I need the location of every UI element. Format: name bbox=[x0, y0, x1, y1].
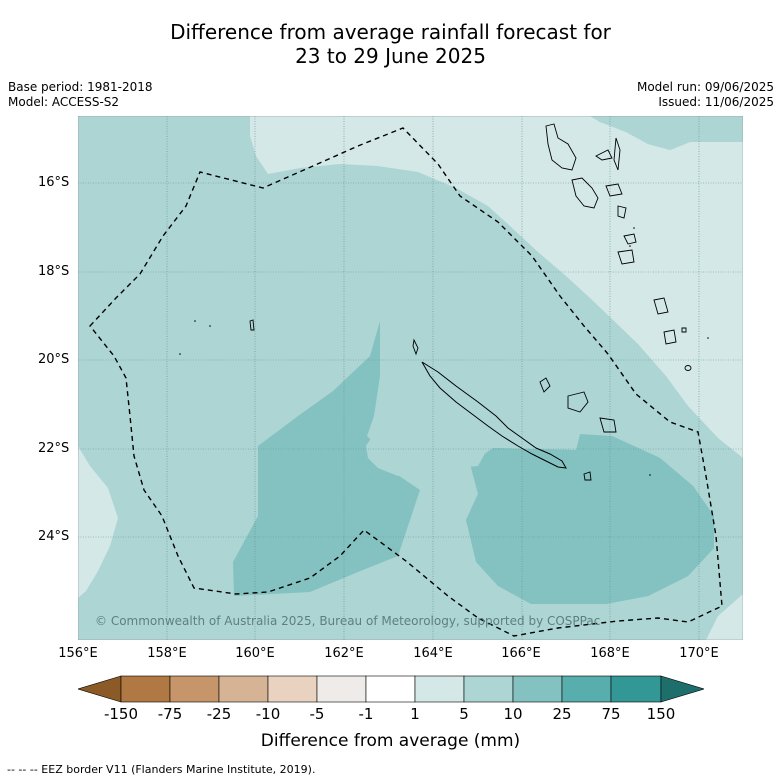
malekula-island bbox=[571, 177, 599, 209]
small-islet-2 bbox=[629, 245, 631, 247]
rainfall-map bbox=[78, 116, 743, 640]
colorbar-bin-10 bbox=[561, 675, 612, 703]
pentecost-island bbox=[613, 137, 621, 171]
title-line-2: 23 to 29 June 2025 bbox=[295, 44, 486, 68]
colorbar-label-4: -5 bbox=[309, 705, 325, 723]
efate-island bbox=[623, 233, 637, 245]
eez-legend-footer: -- -- -- EEZ border V11 (Flanders Marine… bbox=[7, 763, 316, 776]
colorbar-label-0: -150 bbox=[103, 705, 139, 723]
chesterfield-islet-4 bbox=[179, 353, 181, 355]
lon-label-162e: 162°E bbox=[324, 646, 364, 661]
colorbar-label-10: 75 bbox=[601, 705, 621, 723]
chesterfield-islet-3 bbox=[209, 325, 211, 327]
colorbar-label-6: 1 bbox=[410, 705, 420, 723]
colorbar-label-5: -1 bbox=[358, 705, 374, 723]
colorbar-label-9: 25 bbox=[552, 705, 572, 723]
colorbar-bin-7 bbox=[414, 675, 465, 703]
lon-label-164e: 164°E bbox=[413, 646, 453, 661]
band-10-25-east bbox=[466, 436, 714, 604]
colorbar-label-3: -10 bbox=[255, 705, 281, 723]
issued-date: Issued: 11/06/2025 bbox=[658, 95, 774, 109]
ambae-island bbox=[595, 149, 613, 161]
lat-label-20s: 20°S bbox=[38, 352, 70, 367]
band-1-5-se bbox=[706, 594, 743, 640]
colorbar bbox=[78, 675, 704, 703]
chesterfield-islet bbox=[249, 319, 255, 331]
erromango-island bbox=[617, 249, 635, 265]
lon-label-170e: 170°E bbox=[679, 646, 719, 661]
colorbar-bin-2 bbox=[169, 675, 220, 703]
lat-label-18s: 18°S bbox=[38, 264, 70, 279]
colorbar-title: Difference from average (mm) bbox=[260, 731, 521, 751]
aneityum-island bbox=[663, 329, 677, 345]
isle-of-pines bbox=[583, 471, 592, 481]
walpole-islet bbox=[649, 474, 651, 476]
colorbar-bin-1 bbox=[120, 675, 171, 703]
lon-label-156e: 156°E bbox=[58, 646, 98, 661]
band-5-10-pocket bbox=[366, 420, 488, 476]
colorbar-label-8: 10 bbox=[503, 705, 523, 723]
lon-label-168e: 168°E bbox=[590, 646, 630, 661]
graticule bbox=[78, 116, 743, 640]
eez-border bbox=[89, 127, 723, 637]
base-period: Base period: 1981-2018 bbox=[8, 80, 153, 94]
small-islet-1 bbox=[633, 227, 635, 229]
band-1-5-north bbox=[250, 116, 743, 458]
model-run: Model run: 09/06/2025 bbox=[636, 80, 774, 94]
title-line-1: Difference from average rainfall forecas… bbox=[170, 20, 611, 44]
lat-label-24s: 24°S bbox=[38, 529, 70, 544]
colorbar-bin-8 bbox=[463, 675, 514, 703]
lat-label-22s: 22°S bbox=[38, 441, 70, 456]
colorbar-low-arrow bbox=[78, 675, 122, 703]
belep-islet bbox=[412, 338, 419, 356]
mare-island bbox=[599, 417, 617, 433]
colorbar-label-2: -25 bbox=[206, 705, 232, 723]
lon-label-160e: 160°E bbox=[235, 646, 275, 661]
band-5-10-ne bbox=[590, 116, 743, 150]
model-name: Model: ACCESS-S2 bbox=[8, 95, 120, 109]
meta-left: Base period: 1981-2018 Model: ACCESS-S2 bbox=[8, 80, 153, 110]
band-1-5-west bbox=[78, 446, 118, 598]
new-caledonia-island bbox=[421, 361, 567, 469]
epi-island bbox=[617, 205, 627, 219]
lon-label-166e: 166°E bbox=[501, 646, 541, 661]
copyright-notice: © Commonwealth of Australia 2025, Bureau… bbox=[95, 614, 601, 628]
colorbar-bin-9 bbox=[512, 675, 563, 703]
espiritu-santo-island bbox=[545, 123, 577, 171]
meta-right: Model run: 09/06/2025 Issued: 11/06/2025 bbox=[637, 80, 774, 110]
tanna-island bbox=[653, 297, 669, 315]
ouvea-island bbox=[539, 377, 551, 393]
lat-label-16s: 16°S bbox=[38, 175, 70, 190]
colorbar-bin-11 bbox=[610, 675, 662, 703]
futuna-islet bbox=[681, 327, 687, 333]
small-islet-3 bbox=[707, 337, 709, 339]
lifou-island bbox=[567, 391, 589, 413]
colorbar-label-1: -75 bbox=[157, 705, 183, 723]
colorbar-bin-4 bbox=[267, 675, 318, 703]
lon-label-158e: 158°E bbox=[147, 646, 187, 661]
hunter-islet bbox=[684, 365, 692, 371]
colorbar-label-7: 5 bbox=[459, 705, 469, 723]
ambrym-island bbox=[605, 183, 623, 197]
chesterfield-islet-2 bbox=[194, 320, 196, 322]
colorbar-bin-3 bbox=[218, 675, 269, 703]
colorbar-high-arrow bbox=[660, 675, 704, 703]
colorbar-bin-5 bbox=[316, 675, 367, 703]
colorbar-label-11: 150 bbox=[646, 705, 676, 723]
map-title: Difference from average rainfall forecas… bbox=[0, 20, 781, 68]
colorbar-bin-6 bbox=[365, 675, 416, 703]
